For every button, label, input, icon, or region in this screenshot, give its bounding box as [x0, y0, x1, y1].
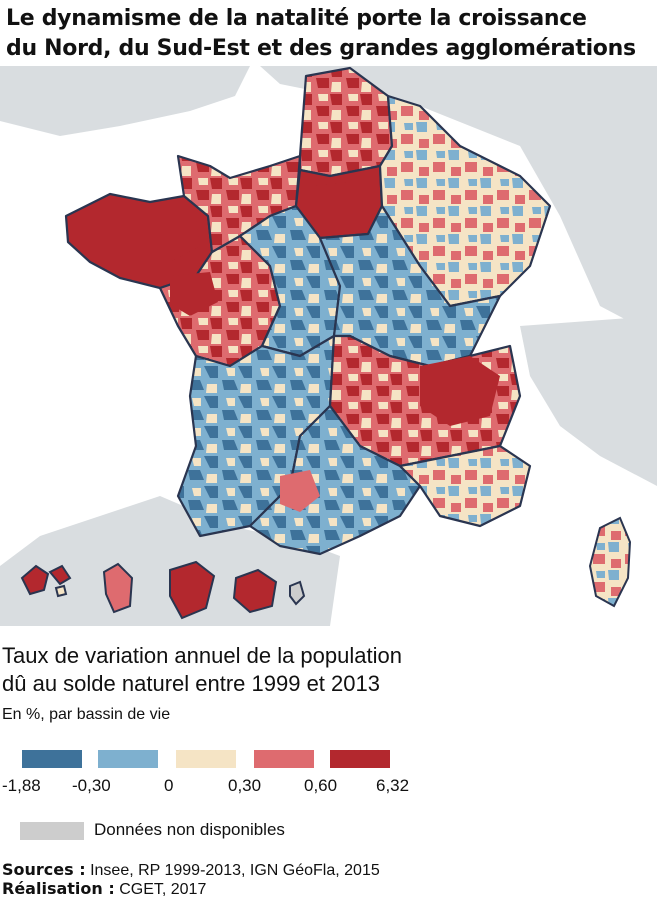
- legend-na-swatch: [20, 822, 84, 840]
- cluster-nantes: [170, 272, 218, 316]
- legend-break-0: -1,88: [2, 776, 41, 795]
- legend-swatch-low: [98, 750, 158, 768]
- legend-break-4: 0,60: [304, 776, 338, 795]
- legend-swatch-high: [254, 750, 314, 768]
- sources-line: Sources : Insee, RP 1999-2013, IGN GéoFl…: [2, 860, 380, 881]
- legend-break-5: 6,32: [376, 776, 410, 795]
- cluster-toulouse: [280, 470, 320, 512]
- cluster-paris: [312, 182, 370, 226]
- legend-title-line-1: Taux de variation annuel de la populatio…: [2, 643, 402, 668]
- choropleth-map: [0, 66, 657, 626]
- legend-break-3: 0,30: [228, 776, 262, 795]
- cluster-rennes: [150, 216, 200, 262]
- cluster-lyon: [420, 356, 500, 426]
- map-title: Le dynamisme de la natalité porte la cro…: [6, 4, 656, 64]
- realisation-line: Réalisation : CGET, 2017: [2, 879, 206, 900]
- region-occitanie: [248, 404, 422, 556]
- mayotte: [289, 580, 306, 606]
- neighboring-land-east: [520, 316, 657, 486]
- overseas-departments: [20, 560, 306, 620]
- neighboring-land-north: [260, 66, 657, 336]
- legend-subtitle: En %, par bassin de vie: [2, 706, 171, 723]
- mainland-france: [64, 66, 552, 556]
- guadeloupe: [20, 564, 72, 596]
- realisation-text: CGET, 2017: [114, 881, 207, 898]
- sources-label: Sources :: [2, 860, 86, 879]
- region-paca: [398, 444, 532, 528]
- reunion: [232, 568, 278, 614]
- neighboring-land-uk: [0, 66, 250, 136]
- title-line-1: Le dynamisme de la natalité porte la cro…: [6, 6, 587, 31]
- legend-na-label: Données non disponibles: [94, 820, 285, 839]
- legend-title-line-2: dû au solde naturel entre 1999 et 2013: [2, 671, 380, 696]
- legend-swatch-very-low: [22, 750, 82, 768]
- legend-break-1: -0,30: [72, 776, 111, 795]
- martinique: [102, 562, 134, 614]
- title-line-2: du Nord, du Sud-Est et des grandes agglo…: [6, 36, 636, 61]
- corsica: [588, 516, 632, 608]
- legend-break-2: 0: [164, 776, 174, 795]
- legend-title: Taux de variation annuel de la populatio…: [2, 642, 642, 698]
- guyane: [169, 560, 216, 620]
- legend-swatch-very-high: [330, 750, 390, 768]
- guadeloupe-island-small: [54, 584, 68, 598]
- realisation-label: Réalisation :: [2, 879, 115, 898]
- high-growth-clusters: [150, 182, 500, 512]
- legend-swatch-neutral: [176, 750, 236, 768]
- sources-text: Insee, RP 1999-2013, IGN GéoFla, 2015: [85, 862, 380, 879]
